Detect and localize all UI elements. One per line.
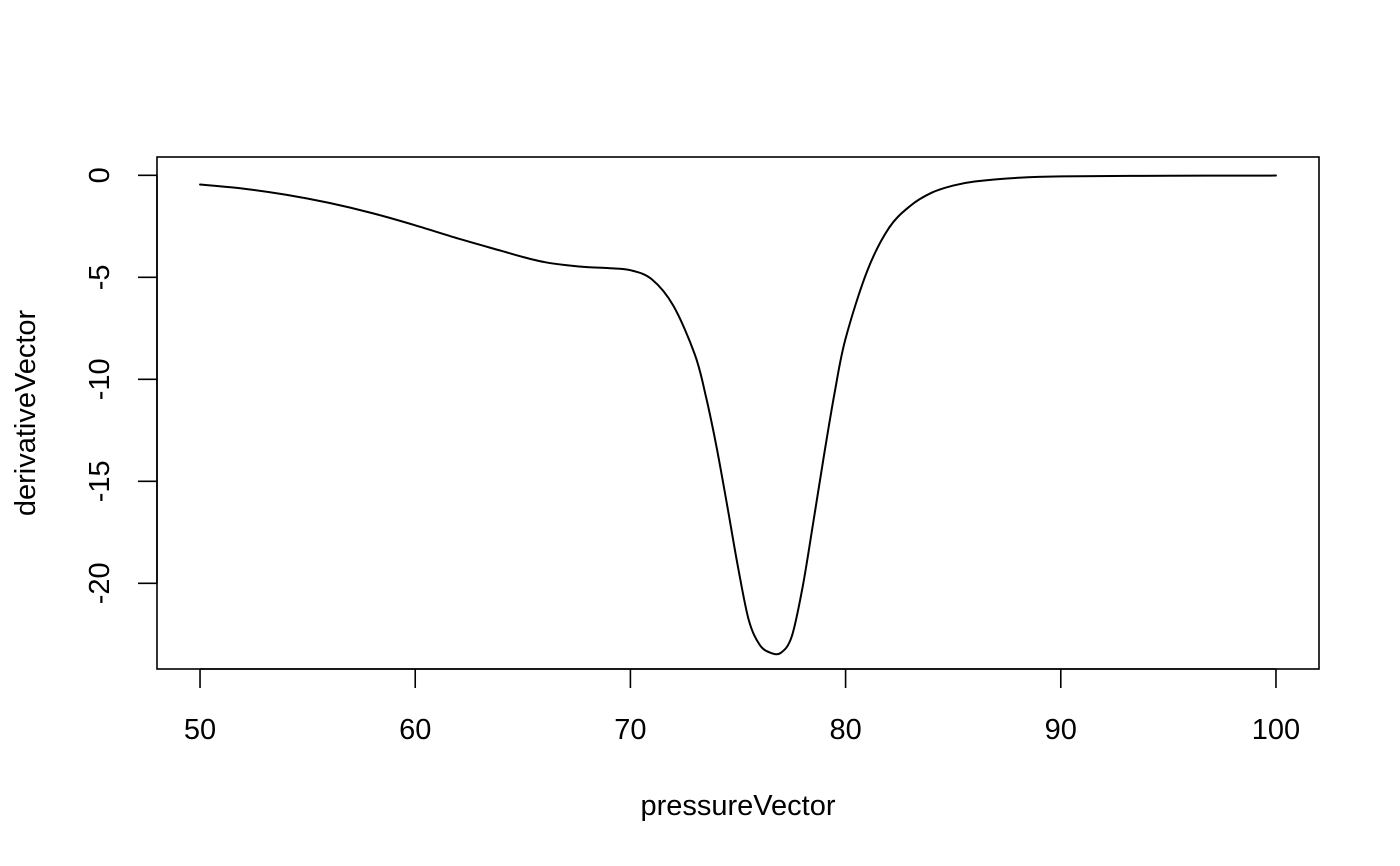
x-tick-label: 90: [1045, 714, 1077, 746]
y-axis-title: derivativeVector: [10, 309, 42, 516]
x-tick-label: 80: [829, 714, 861, 746]
x-tick-label: 100: [1252, 714, 1300, 746]
series-layer: [199, 174, 1277, 656]
y-tick-label: -15: [84, 460, 116, 502]
series-line: [199, 174, 1277, 656]
y-tick-label: -5: [84, 264, 116, 290]
x-tick-label: 60: [399, 714, 431, 746]
x-axis-title: pressureVector: [640, 790, 835, 822]
plot-box: [156, 156, 1320, 670]
x-axis: 50 60 70 80 90 100: [184, 668, 1300, 746]
x-tick-label: 70: [614, 714, 646, 746]
x-tick-label: 50: [184, 714, 216, 746]
y-tick-label: 0: [84, 167, 116, 183]
y-tick-label: -10: [84, 358, 116, 400]
y-tick-label: -20: [84, 562, 116, 604]
y-axis: 0 -5 -10 -15 -20: [84, 167, 158, 604]
